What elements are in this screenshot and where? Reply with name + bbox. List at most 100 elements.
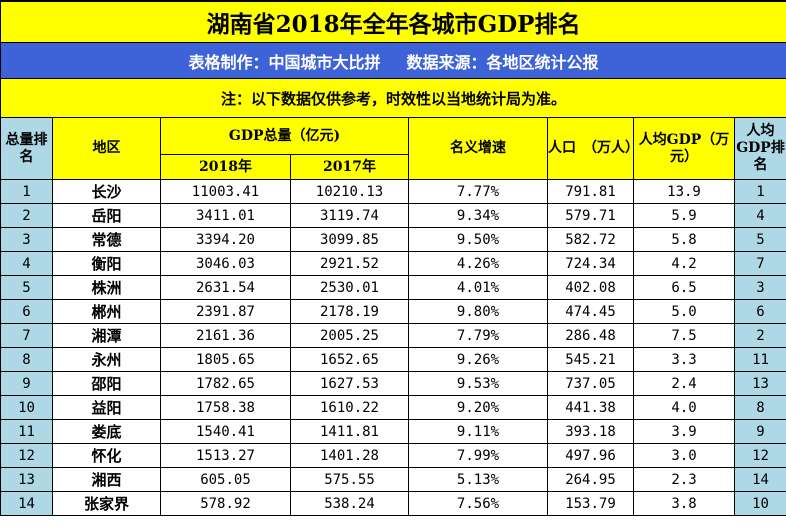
growth-cell: 4.26%	[408, 251, 548, 276]
gdp-2018-cell: 1540.41	[160, 419, 291, 444]
table-row: 2 岳阳 3411.01 3119.74 9.34% 579.71 5.9 4	[0, 203, 786, 228]
header-2017: 2017年	[290, 154, 409, 180]
population-cell: 402.08	[547, 275, 634, 300]
header-rank: 总量排名	[0, 117, 53, 180]
rank-cell: 3	[0, 227, 53, 252]
rank-cell: 11	[0, 419, 53, 444]
per-capita-rank-cell: 3	[733, 275, 786, 300]
rank-cell: 5	[0, 275, 53, 300]
per-capita-rank-cell: 8	[733, 395, 786, 420]
gdp-2017-cell: 1627.53	[290, 371, 409, 396]
per-capita-cell: 4.2	[633, 251, 735, 276]
gdp-2018-cell: 1805.65	[160, 347, 291, 372]
per-capita-rank-cell: 9	[733, 419, 786, 444]
population-cell: 441.38	[547, 395, 634, 420]
population-cell: 474.45	[547, 299, 634, 324]
growth-cell: 9.34%	[408, 203, 548, 228]
growth-cell: 7.77%	[408, 179, 548, 204]
growth-cell: 7.79%	[408, 323, 548, 348]
per-capita-cell: 4.0	[633, 395, 735, 420]
table-row: 11 娄底 1540.41 1411.81 9.11% 393.18 3.9 9	[0, 419, 786, 444]
per-capita-rank-cell: 5	[733, 227, 786, 252]
rank-cell: 8	[0, 347, 53, 372]
header-growth: 名义增速	[408, 117, 548, 180]
per-capita-rank-cell: 4	[733, 203, 786, 228]
table-row: 4 衡阳 3046.03 2921.52 4.26% 724.34 4.2 7	[0, 251, 786, 276]
growth-cell: 4.01%	[408, 275, 548, 300]
gdp-2017-cell: 2921.52	[290, 251, 409, 276]
region-cell: 株洲	[52, 275, 161, 300]
gdp-ranking-table: 湖南省2018年全年各城市GDP排名 表格制作：中国城市大比拼 数据来源：各地区统…	[0, 0, 786, 516]
rank-cell: 1	[0, 179, 53, 204]
region-cell: 益阳	[52, 395, 161, 420]
rank-cell: 6	[0, 299, 53, 324]
per-capita-cell: 2.3	[633, 467, 735, 492]
rank-cell: 14	[0, 491, 53, 516]
table-row: 1 长沙 11003.41 10210.13 7.77% 791.81 13.9 1	[0, 179, 786, 204]
gdp-2017-cell: 1411.81	[290, 419, 409, 444]
gdp-2018-cell: 3411.01	[160, 203, 291, 228]
rank-cell: 12	[0, 443, 53, 468]
gdp-2017-cell: 3119.74	[290, 203, 409, 228]
growth-cell: 5.13%	[408, 467, 548, 492]
population-cell: 724.34	[547, 251, 634, 276]
gdp-2018-cell: 1782.65	[160, 371, 291, 396]
population-cell: 393.18	[547, 419, 634, 444]
table-maker-text: 表格制作：中国城市大比拼	[188, 52, 381, 72]
gdp-2018-cell: 2631.54	[160, 275, 291, 300]
table-row: 12 怀化 1513.27 1401.28 7.99% 497.96 3.0 12	[0, 443, 786, 468]
gdp-2017-cell: 1610.22	[290, 395, 409, 420]
growth-cell: 7.56%	[408, 491, 548, 516]
gdp-2017-cell: 2178.19	[290, 299, 409, 324]
per-capita-cell: 13.9	[633, 179, 735, 204]
gdp-2017-cell: 3099.85	[290, 227, 409, 252]
per-capita-cell: 3.3	[633, 347, 735, 372]
gdp-2018-cell: 3394.20	[160, 227, 291, 252]
region-cell: 怀化	[52, 443, 161, 468]
rank-cell: 9	[0, 371, 53, 396]
per-capita-cell: 3.0	[633, 443, 735, 468]
region-cell: 长沙	[52, 179, 161, 204]
table-row: 9 邵阳 1782.65 1627.53 9.53% 737.05 2.4 13	[0, 371, 786, 396]
per-capita-cell: 5.9	[633, 203, 735, 228]
table-body: 1 长沙 11003.41 10210.13 7.77% 791.81 13.9 1 2 岳阳 34…	[0, 179, 786, 516]
header-population: 人口 （万人）	[547, 117, 634, 180]
gdp-2017-cell: 538.24	[290, 491, 409, 516]
growth-cell: 9.26%	[408, 347, 548, 372]
gdp-2017-cell: 2005.25	[290, 323, 409, 348]
population-cell: 153.79	[547, 491, 634, 516]
population-cell: 582.72	[547, 227, 634, 252]
per-capita-rank-cell: 12	[733, 443, 786, 468]
gdp-2017-cell: 1652.65	[290, 347, 409, 372]
per-capita-rank-cell: 1	[733, 179, 786, 204]
growth-cell: 9.20%	[408, 395, 548, 420]
population-cell: 497.96	[547, 443, 634, 468]
rank-cell: 7	[0, 323, 53, 348]
region-cell: 张家界	[52, 491, 161, 516]
per-capita-rank-cell: 13	[733, 371, 786, 396]
population-cell: 579.71	[547, 203, 634, 228]
rank-cell: 4	[0, 251, 53, 276]
gdp-2018-cell: 605.05	[160, 467, 291, 492]
gdp-2017-cell: 10210.13	[290, 179, 409, 204]
per-capita-cell: 5.8	[633, 227, 735, 252]
per-capita-rank-cell: 7	[733, 251, 786, 276]
gdp-2018-cell: 11003.41	[160, 179, 291, 204]
gdp-2018-cell: 1513.27	[160, 443, 291, 468]
table-row: 5 株洲 2631.54 2530.01 4.01% 402.08 6.5 3	[0, 275, 786, 300]
table-row: 3 常德 3394.20 3099.85 9.50% 582.72 5.8 5	[0, 227, 786, 252]
population-cell: 737.05	[547, 371, 634, 396]
per-capita-cell: 2.4	[633, 371, 735, 396]
per-capita-cell: 7.5	[633, 323, 735, 348]
table-row: 6 郴州 2391.87 2178.19 9.80% 474.45 5.0 6	[0, 299, 786, 324]
rank-cell: 2	[0, 203, 53, 228]
per-capita-rank-cell: 10	[733, 491, 786, 516]
header-per-capita-rank: 人均GDP排名	[733, 117, 786, 180]
region-cell: 岳阳	[52, 203, 161, 228]
gdp-2017-cell: 2530.01	[290, 275, 409, 300]
data-source-text: 数据来源：各地区统计公报	[406, 52, 599, 72]
gdp-2018-cell: 2391.87	[160, 299, 291, 324]
table-row: 14 张家界 578.92 538.24 7.56% 153.79 3.8 10	[0, 491, 786, 516]
growth-cell: 9.53%	[408, 371, 548, 396]
